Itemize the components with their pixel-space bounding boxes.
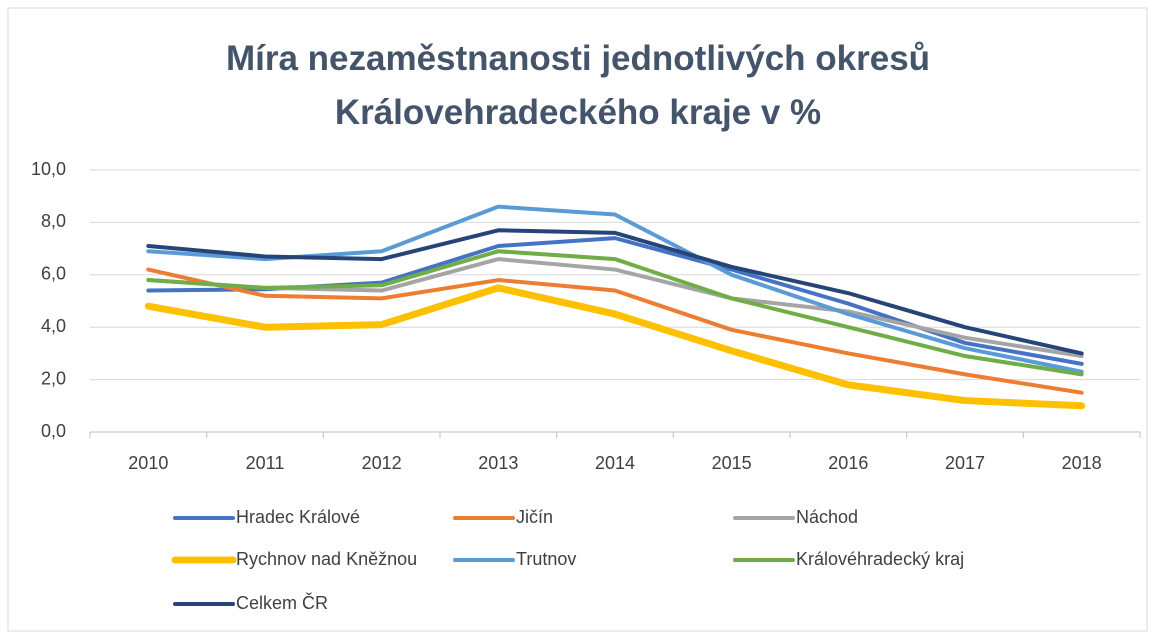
series-line	[146, 249, 1084, 377]
x-tick-label: 2014	[595, 453, 635, 473]
series-line	[146, 228, 1084, 356]
legend-label: Rychnov nad Kněžnou	[236, 549, 417, 569]
y-tick-label: 6,0	[41, 264, 66, 284]
y-tick-label: 2,0	[41, 368, 66, 388]
x-tick-label: 2015	[712, 453, 752, 473]
x-tick-label: 2017	[945, 453, 985, 473]
legend-label: Celkem ČR	[236, 592, 328, 613]
x-tick-label: 2012	[362, 453, 402, 473]
x-tick-label: 2013	[478, 453, 518, 473]
x-tick-label: 2010	[128, 453, 168, 473]
y-tick-label: 10,0	[31, 159, 66, 179]
legend-label: Hradec Králové	[236, 507, 360, 527]
y-tick-label: 8,0	[41, 211, 66, 231]
x-tick-label: 2018	[1062, 453, 1102, 473]
legend-label: Jičín	[516, 507, 553, 527]
series-line	[146, 267, 1084, 395]
chart-title: Míra nezaměstnanosti jednotlivých okresů…	[225, 39, 931, 132]
legend-label: Trutnov	[516, 549, 576, 569]
chart-border	[7, 7, 1148, 632]
series-line	[144, 284, 1086, 410]
legend-label: Královéhradecký kraj	[796, 549, 964, 569]
x-tick-label: 2016	[828, 453, 868, 473]
legend-label: Náchod	[796, 507, 858, 527]
x-tick-label: 2011	[246, 453, 285, 473]
y-tick-label: 4,0	[41, 316, 66, 336]
y-tick-label: 0,0	[41, 421, 66, 441]
